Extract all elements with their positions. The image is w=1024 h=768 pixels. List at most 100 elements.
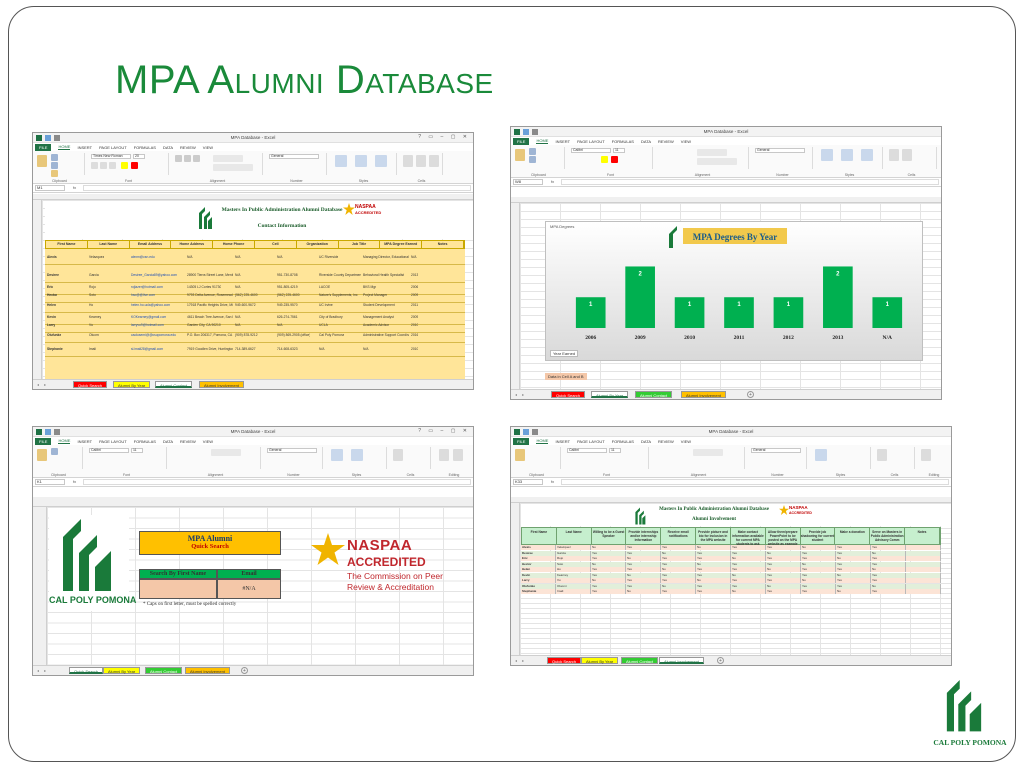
tab-home[interactable]: HOME [536,438,549,444]
tab-home[interactable]: HOME [58,438,71,444]
tab-quick-search[interactable]: Quick Search [547,657,582,664]
format-painter-icon[interactable] [51,170,58,177]
undo-icon[interactable] [532,129,538,135]
column-header[interactable]: Last Name [557,528,592,544]
save-icon[interactable] [45,429,51,435]
formula-input[interactable] [83,479,471,485]
wrap-text-button[interactable] [213,155,243,162]
chart-area[interactable]: MPA Degrees MPA Degrees By Year 1 2006 2 200… [545,221,923,361]
tab-alumni-involvement[interactable]: Alumni Involvement [199,381,244,388]
font-name-select[interactable]: Calibri [567,448,607,453]
chart-bar[interactable] [724,297,754,328]
table-row[interactable]: Eric Rojo Yes No Yes Yes No Yes Yes No Yes [521,556,941,561]
font-name-select[interactable]: Calibri [89,448,129,453]
tab-file[interactable]: FILE [35,143,52,151]
tab-review[interactable]: REVIEW [180,144,196,150]
tab-alumni-contact[interactable]: Alumni Contact [145,667,183,674]
table-row[interactable]: Kevin Kearney Yes No Yes Yes No Yes Yes No Yes [521,572,941,578]
table-row[interactable]: Stephanie Imali Yes No Yes Yes No Yes Yes No Yes [521,589,941,594]
column-header[interactable]: Provide job shadowing for current studen… [800,528,836,544]
first-name-search-input[interactable] [139,579,217,599]
cell-styles-icon[interactable] [375,155,387,167]
delete-cells-icon[interactable] [416,155,426,167]
tab-home[interactable]: HOME [536,138,549,144]
formula-input[interactable] [83,185,471,191]
column-header[interactable]: First Name [46,241,88,248]
tab-alumni-contact[interactable]: Alumni Contact [155,381,193,388]
column-header[interactable]: MPA Degree Earned [380,241,423,248]
wrap-text-button[interactable] [693,449,723,456]
column-header[interactable]: Home Phone [213,241,255,248]
table-row[interactable]: Kevin Kearney KOKearney@gmail.com 4611 Beac… [45,315,465,325]
tab-review[interactable]: REVIEW [180,438,196,444]
table-row[interactable]: Helen Ho helen.ho.ucla@yahoo.com 17918 Paci… [45,303,465,313]
align-middle-icon[interactable] [184,155,191,162]
table-row[interactable]: Larry Vu No Yes Yes No Yes Yes No Yes Yes [521,578,941,583]
insert-cells-icon[interactable] [403,155,413,167]
wrap-text-button[interactable] [211,449,241,456]
font-color-icon[interactable] [611,156,618,163]
tab-alumni-by-year[interactable]: Alumni By Year [113,381,151,388]
column-header[interactable]: Serve on Masters in Public Administratio… [870,528,906,544]
tab-data[interactable]: DATA [162,144,174,150]
fill-color-icon[interactable] [121,162,128,169]
tab-formulas[interactable]: FORMULAS [611,138,634,144]
underline-icon[interactable] [109,162,116,169]
name-box[interactable]: K1 [35,479,65,485]
tab-view[interactable]: VIEW [202,144,214,150]
insert-cells-icon[interactable] [393,449,403,461]
column-header[interactable]: Last Name [88,241,130,248]
undo-icon[interactable] [532,429,538,435]
column-header[interactable]: Email Address [130,241,172,248]
table-row[interactable]: Eric Rojo rojlazer@hotmail.com 14305 LJ Cor… [45,285,465,295]
insert-cells-icon[interactable] [889,149,899,161]
tab-quick-search[interactable]: Quick Search [69,667,104,674]
tab-insert[interactable]: INSERT [555,438,571,444]
cut-icon[interactable] [529,148,536,155]
wrap-text-button[interactable] [697,149,727,156]
tab-file[interactable]: FILE [35,437,52,445]
tab-page-layout[interactable]: PAGE LAYOUT [577,138,605,144]
align-top-icon[interactable] [175,155,182,162]
tab-alumni-by-year[interactable]: Alumni By Year [581,657,619,664]
tab-alumni-by-year[interactable]: Alumni By Year [103,667,141,674]
table-row[interactable]: Alexis Velazquez No Yes Yes No Yes Yes No Yes Yes [521,545,941,550]
table-row[interactable]: Hector Soto No Yes Yes No Yes Yes No Yes Yes [521,561,941,567]
name-box[interactable]: W8 [513,179,543,185]
sheet-nav-arrows[interactable]: ◂ ▸ [515,392,527,397]
tab-quick-search[interactable]: Quick Search [551,391,586,398]
formula-input[interactable] [561,479,949,485]
column-header[interactable]: First Name [522,528,557,544]
paste-icon[interactable] [515,149,525,161]
cell-styles-icon[interactable] [861,149,873,161]
cut-icon[interactable] [51,154,58,161]
tab-insert[interactable]: INSERT [77,144,93,150]
chart-bar[interactable] [625,266,655,328]
name-box[interactable]: M1 [35,185,65,191]
font-size-select[interactable]: 20 [133,154,145,159]
format-as-table-icon[interactable] [355,155,367,167]
column-header[interactable]: Home Address [171,241,214,248]
column-header[interactable]: Job Title [339,241,381,248]
format-cells-icon[interactable] [429,155,439,167]
fx-icon[interactable]: fx [551,179,555,184]
column-header[interactable]: Make contact information available for c… [731,528,766,546]
year-filter-button[interactable]: Year Earned [550,350,579,357]
tab-page-layout[interactable]: PAGE LAYOUT [577,438,605,444]
tab-data[interactable]: DATA [640,438,652,444]
insert-cells-icon[interactable] [877,449,887,461]
number-format-select[interactable]: General [267,448,317,453]
tab-file[interactable]: FILE [513,137,530,145]
table-row[interactable]: Alexis Velazquez alexm@csn.edu N/A N/A N/A UC … [45,255,465,265]
add-sheet-button[interactable]: + [241,667,248,674]
column-header[interactable]: Willing to be a Guest Speaker [592,528,627,544]
column-header[interactable]: Provide internships and/or internship in… [626,528,662,544]
font-size-select[interactable]: 11 [613,148,625,153]
tab-review[interactable]: REVIEW [658,438,674,444]
tab-formulas[interactable]: FORMULAS [611,438,634,444]
chart-bar[interactable] [773,297,804,328]
tab-formulas[interactable]: FORMULAS [133,438,156,444]
column-header[interactable]: Provide picture and bio for inclusion in… [696,528,731,544]
column-header[interactable]: Organization [297,241,339,248]
tab-insert[interactable]: INSERT [555,138,571,144]
